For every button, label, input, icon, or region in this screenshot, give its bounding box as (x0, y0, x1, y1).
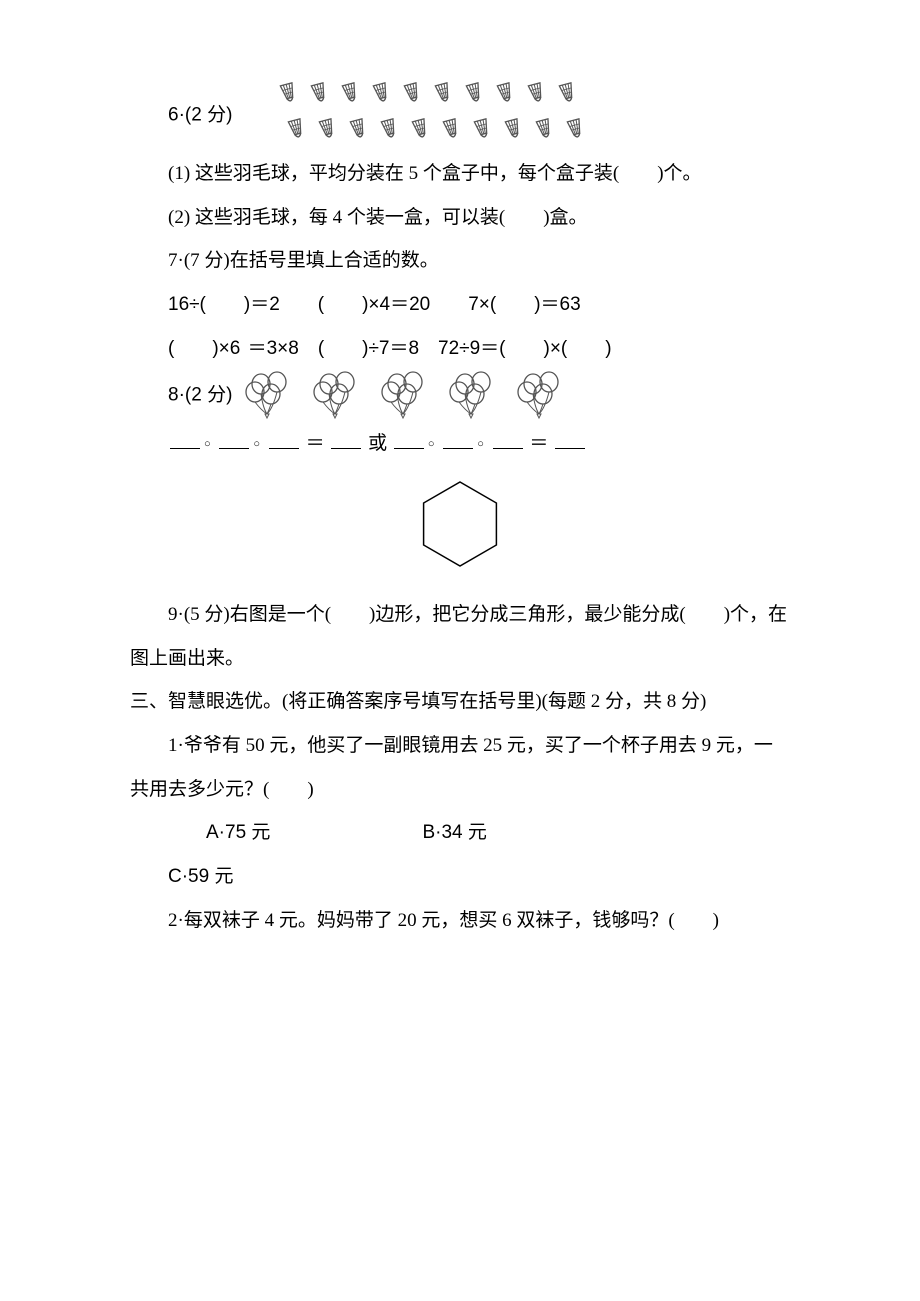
op-circle-icon: ○ (428, 438, 435, 450)
blank[interactable] (269, 429, 299, 449)
shuttlecock-icon (368, 80, 396, 110)
balloon-cluster-icon (243, 370, 299, 422)
balloon-cluster-icon (311, 370, 367, 422)
shuttlecock-icon (523, 80, 551, 110)
op-circle-icon: ○ (477, 438, 484, 450)
q6-header: 6·(2 分) (130, 80, 790, 152)
shuttlecock-icon (554, 80, 582, 110)
shuttlecock-icon (492, 80, 520, 110)
s3q2-text: 2·每双袜子 4 元。妈妈带了 20 元，想买 6 双袜子，钱够吗？( ) (130, 899, 790, 943)
q8-header: 8·(2 分) (130, 370, 790, 422)
blank[interactable] (555, 429, 585, 449)
shuttlecock-icon (345, 116, 373, 146)
balloon-cluster-icon (379, 370, 435, 422)
balloon-cluster-icon (447, 370, 503, 422)
or-text: 或 (368, 433, 387, 454)
shuttlecock-icon (314, 116, 342, 146)
shuttlecock-icon (407, 116, 435, 146)
q8-num: 8 (168, 385, 179, 406)
choice-a[interactable]: A·75 元 (168, 811, 379, 855)
q6-num-text: 6 (168, 104, 179, 125)
q7-row2: ( )×6 ＝3×8 ( )÷7＝8 72÷9＝( )×( ) (130, 327, 790, 371)
blank[interactable] (443, 429, 473, 449)
shuttlecock-icon (531, 116, 559, 146)
q8-number-wrap: 8·(2 分) (168, 385, 232, 406)
balloon-cluster-icon (515, 370, 571, 422)
blank[interactable] (493, 429, 523, 449)
q6-number: 6·(2 分) (168, 104, 232, 125)
s3q1-choices: A·75 元 B·34 元 C·59 元 (130, 811, 790, 898)
q8-points: ·(2 分) (179, 385, 233, 406)
shuttlecock-icon (430, 80, 458, 110)
shuttlecock-icon (275, 80, 303, 110)
balloon-clusters (237, 385, 577, 406)
q6-sub1: (1) 这些羽毛球，平均分装在 5 个盒子中，每个盒子装( )个。 (130, 152, 790, 196)
q7-label: 7·(7 分)在括号里填上合适的数。 (130, 239, 790, 283)
blank[interactable] (170, 429, 200, 449)
shuttlecock-icon (306, 80, 334, 110)
shuttlecock-icon (337, 80, 365, 110)
shuttlecock-grid (237, 80, 593, 152)
shuttlecock-icon (399, 80, 427, 110)
shuttlecock-icon (461, 80, 489, 110)
op-circle-icon: ○ (204, 438, 211, 450)
shuttlecock-icon (283, 116, 311, 146)
shuttlecock-icon (376, 116, 404, 146)
hexagon-icon (410, 476, 510, 571)
choice-b[interactable]: B·34 元 (384, 811, 595, 855)
s3q1-text: 1·爷爷有 50 元，他买了一副眼镜用去 25 元，买了一个杯子用去 9 元，一… (130, 724, 790, 811)
q7-row1: 16÷( )＝2 ( )×4＝20 7×( )＝63 (130, 283, 790, 327)
shuttlecock-icon (562, 116, 590, 146)
shuttlecock-icon (469, 116, 497, 146)
shuttlecock-icon (500, 116, 528, 146)
choice-c[interactable]: C·59 元 (130, 855, 341, 899)
op-circle-icon: ○ (253, 438, 260, 450)
blank[interactable] (219, 429, 249, 449)
hexagon-figure (130, 476, 790, 588)
q6-sub2: (2) 这些羽毛球，每 4 个装一盒，可以装( )盒。 (130, 196, 790, 240)
section3-heading: 三、智慧眼选优。(将正确答案序号填写在括号里)(每题 2 分，共 8 分) (130, 680, 790, 724)
blank[interactable] (331, 429, 361, 449)
shuttlecock-icon (438, 116, 466, 146)
q9-label: 9·(5 分)右图是一个( )边形，把它分成三角形，最少能分成( )个，在图上画… (130, 593, 790, 680)
q6-points: ·(2 分) (179, 104, 233, 125)
blank[interactable] (394, 429, 424, 449)
q8-equation: ○ ○ ＝ 或 ○ ○ ＝ (130, 422, 790, 466)
